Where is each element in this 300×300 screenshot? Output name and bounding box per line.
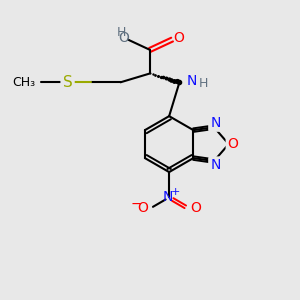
Text: S: S: [63, 75, 72, 90]
Text: O: O: [190, 201, 202, 215]
Text: N: N: [187, 74, 197, 88]
Text: N: N: [163, 190, 173, 204]
Text: −: −: [131, 197, 142, 211]
Text: O: O: [118, 31, 129, 45]
Text: N: N: [210, 158, 220, 172]
Text: CH₃: CH₃: [12, 76, 35, 89]
Text: +: +: [171, 187, 180, 197]
Text: O: O: [228, 137, 238, 151]
Text: H: H: [117, 26, 126, 39]
Text: O: O: [137, 201, 148, 215]
Text: H: H: [199, 77, 208, 90]
Text: N: N: [210, 116, 220, 130]
Text: O: O: [174, 31, 184, 45]
